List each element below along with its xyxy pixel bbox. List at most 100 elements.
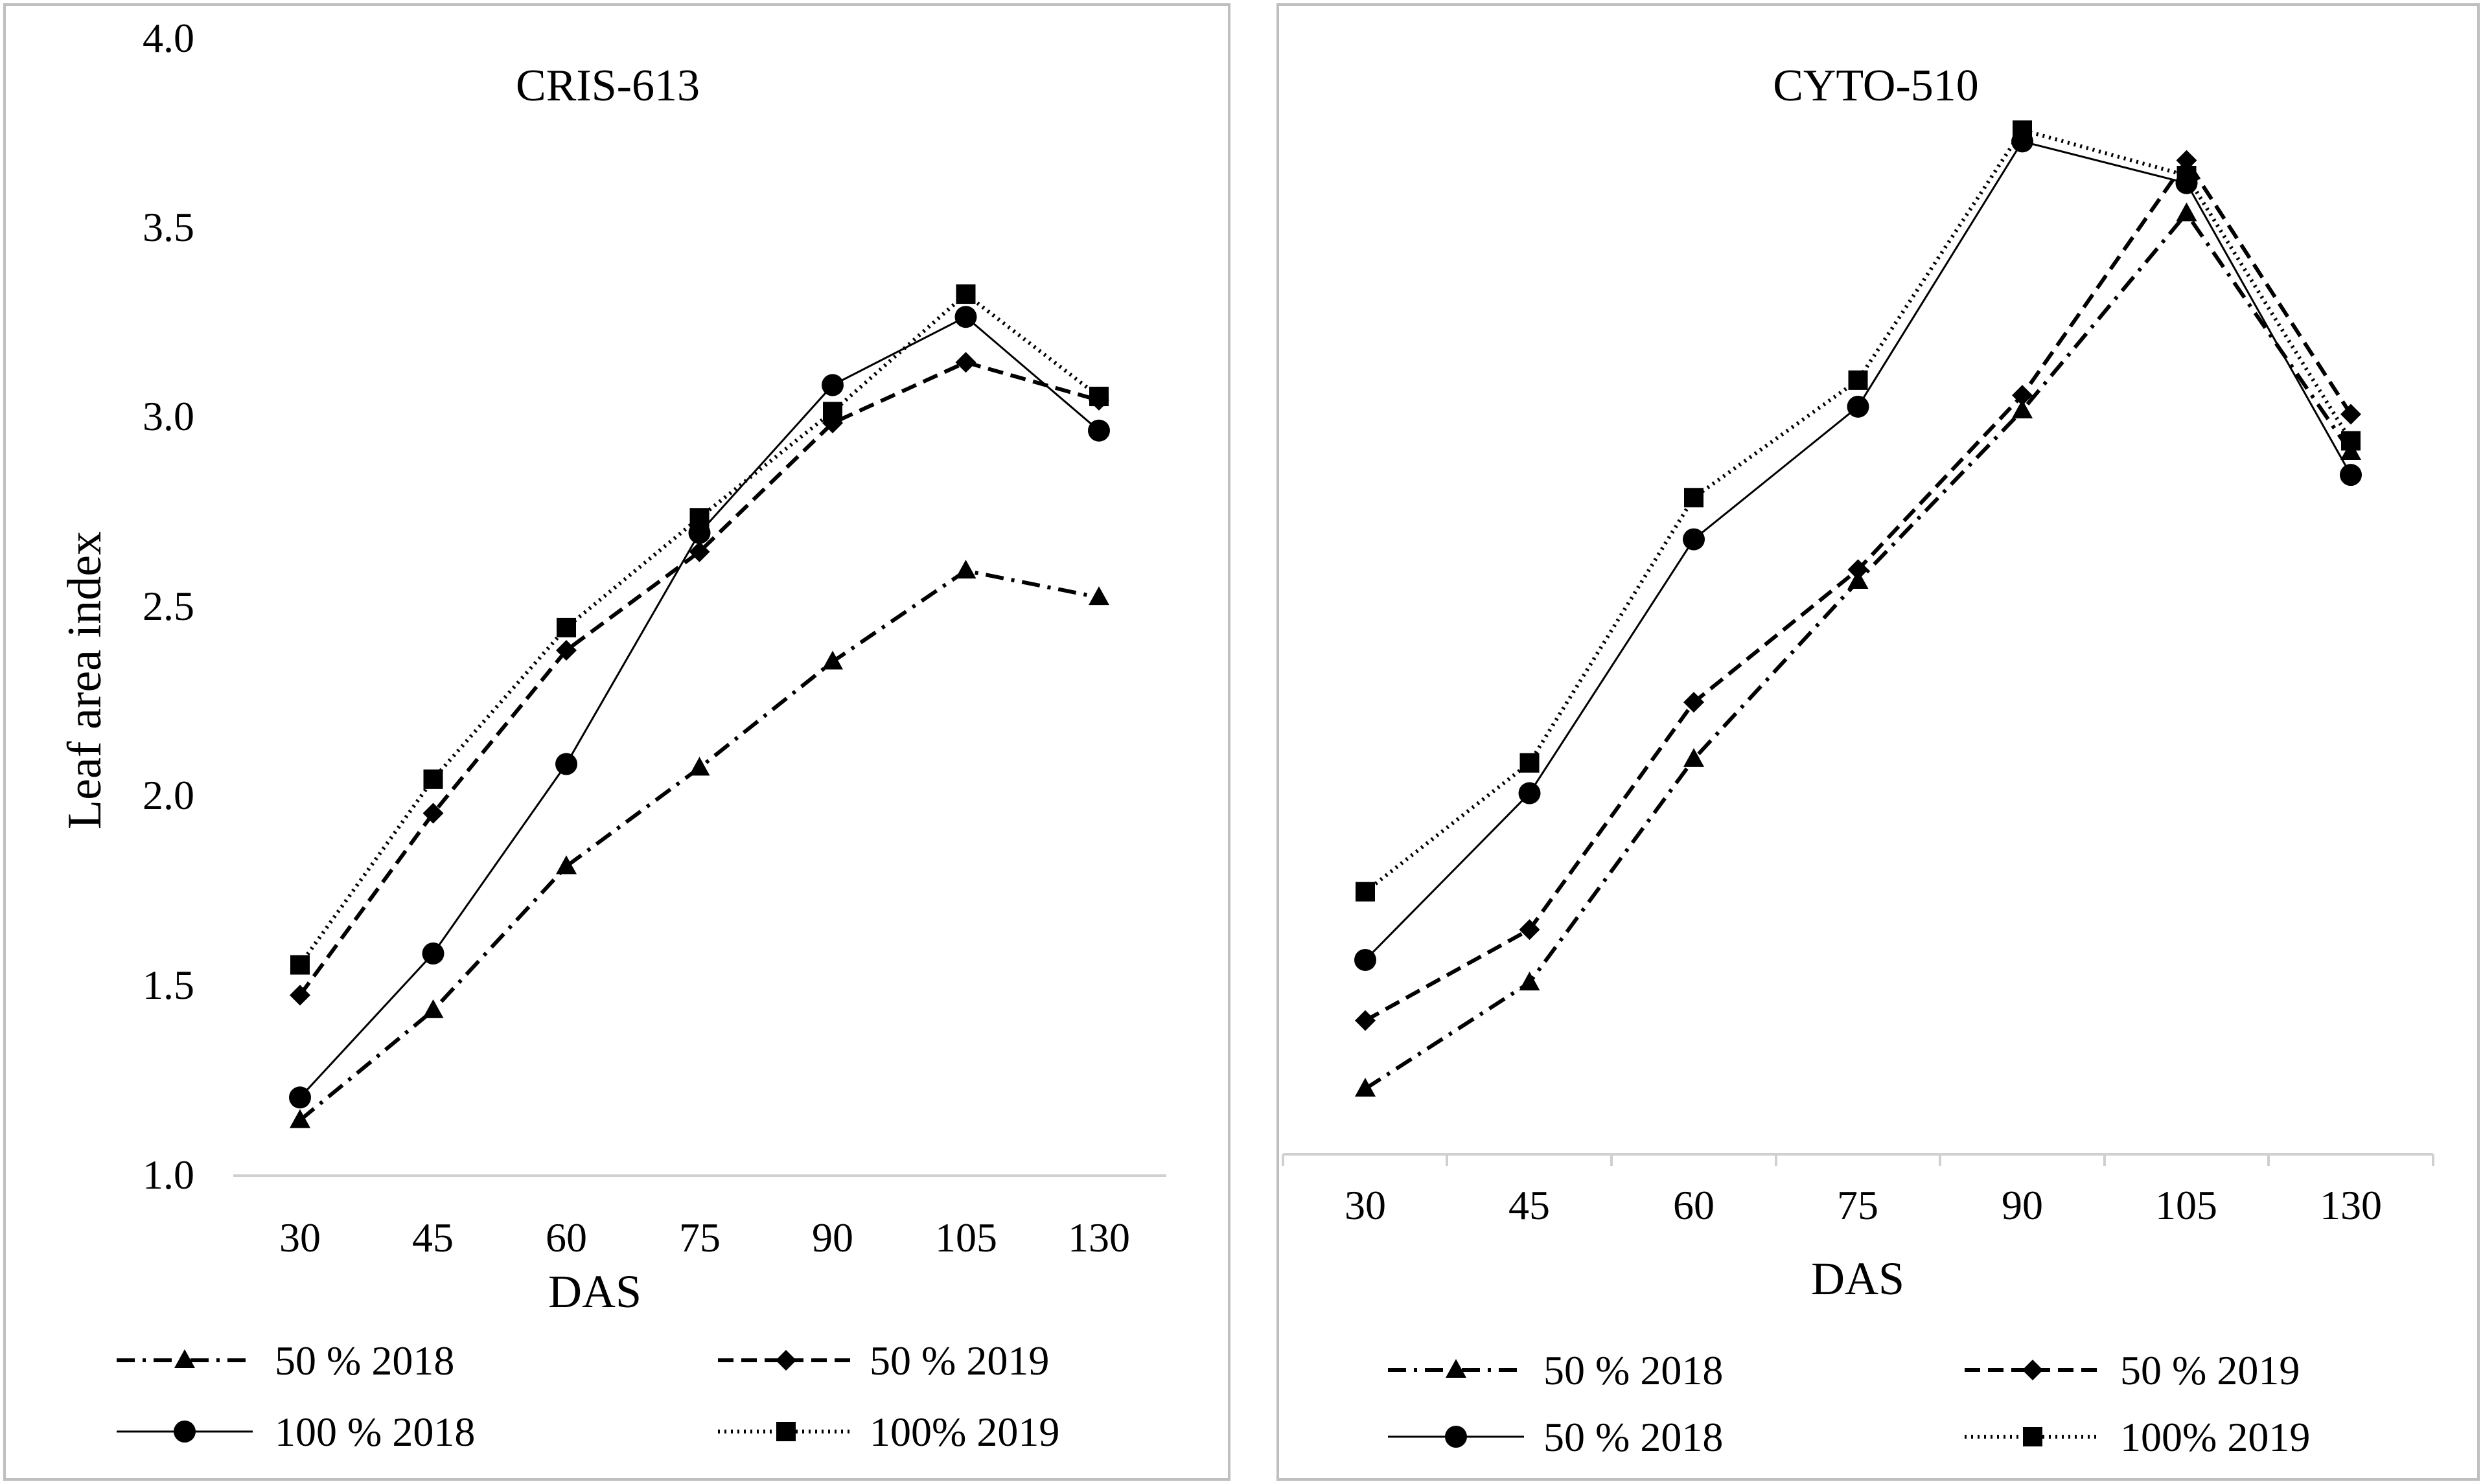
x-tick-label: 30	[1345, 1182, 1386, 1228]
data-point-triangle-130	[1089, 586, 1109, 606]
legend-label: 50 % 2019	[870, 1338, 1049, 1384]
legend-item-100-2019: 100% 2019	[1965, 1414, 2310, 1460]
x-tick-label: 60	[1673, 1182, 1715, 1228]
data-point-diamond-45	[422, 803, 444, 824]
data-point-square-105	[956, 284, 976, 304]
square-marker-icon	[776, 1422, 796, 1441]
x-tick-label: 90	[812, 1215, 853, 1261]
data-point-circle-105	[954, 306, 977, 328]
data-point-triangle-90	[2012, 399, 2033, 418]
x-axis-label: DAS	[548, 1266, 641, 1318]
legend-item-50-2019: 50 % 2019	[718, 1338, 1049, 1384]
x-tick-label: 45	[412, 1215, 454, 1261]
panel-cris-613: CRIS-613 Leaf area index 1.0 1.5 2.0 2.5…	[3, 3, 1230, 1481]
data-point-square-105	[2177, 166, 2197, 185]
legend-label: 50 % 2019	[2120, 1347, 2300, 1393]
chart-title: CRIS-613	[516, 61, 700, 111]
plot-area-cris-613	[289, 284, 1110, 1128]
data-point-square-90	[2013, 120, 2032, 140]
y-tick-label: 3.0	[143, 393, 194, 439]
x-tick-label: 75	[679, 1215, 721, 1261]
legend: 50 % 2018 50 % 2019 100 % 2018 100% 2019	[117, 1338, 1059, 1455]
data-point-circle-90	[822, 374, 844, 396]
data-point-triangle-30	[290, 1109, 310, 1128]
y-tick-label: 1.0	[143, 1152, 194, 1198]
x-tick-label: 60	[546, 1215, 587, 1261]
data-point-triangle-60	[1683, 748, 1704, 767]
data-point-triangle-105	[955, 560, 976, 579]
data-point-square-60	[1684, 488, 1703, 508]
plot-area-cyto-510	[1354, 120, 2362, 1097]
data-point-triangle-130	[2340, 441, 2361, 461]
data-point-circle-60	[1683, 528, 1705, 551]
data-point-square-90	[823, 402, 842, 422]
panel-border	[3, 3, 1230, 1481]
series-100-2018-circle	[289, 306, 1110, 1109]
x-tick-labels: 30 45 60 75 90 105 130	[1345, 1182, 2382, 1228]
data-point-diamond-90	[2012, 385, 2033, 406]
data-point-diamond-60	[556, 640, 577, 661]
series-50-2019-diamond	[290, 352, 1109, 1006]
data-point-diamond-30	[290, 985, 310, 1006]
x-tick-label: 90	[2002, 1182, 2043, 1228]
legend-label: 50 % 2018	[1543, 1414, 1723, 1460]
data-point-triangle-60	[556, 855, 577, 874]
data-point-triangle-45	[1519, 972, 1540, 991]
square-marker-icon	[2023, 1427, 2042, 1446]
legend-item-100-2019: 100% 2019	[718, 1409, 1059, 1455]
data-point-circle-30	[289, 1086, 311, 1109]
diamond-marker-icon	[2022, 1360, 2043, 1380]
diamond-marker-icon	[776, 1350, 796, 1371]
legend-item-50-2019: 50 % 2019	[1965, 1347, 2300, 1393]
panel-cyto-510: CYTO-510 30 45 60 75 90 105 130 DAS	[1276, 3, 2480, 1481]
legend-label: 50 % 2018	[275, 1338, 454, 1384]
x-tick-label: 105	[935, 1215, 997, 1261]
data-point-diamond-105	[955, 352, 976, 373]
y-tick-labels: 1.0 1.5 2.0 2.5 3.0 3.5 4.0	[143, 15, 194, 1198]
series-100-2019-square	[1356, 120, 2361, 902]
data-point-circle-45	[422, 942, 445, 965]
y-tick-label: 2.5	[143, 583, 194, 629]
data-point-triangle-75	[689, 757, 710, 776]
data-point-diamond-130	[2340, 404, 2361, 425]
data-point-square-45	[1519, 753, 1540, 773]
triangle-marker-icon	[174, 1349, 195, 1368]
data-point-circle-60	[555, 753, 577, 775]
data-point-square-75	[689, 508, 710, 528]
chart-title: CYTO-510	[1773, 61, 1979, 111]
circle-marker-icon	[1445, 1426, 1467, 1448]
series-50-2019-diamond	[1355, 150, 2361, 1031]
y-axis-label: Leaf area index	[58, 531, 111, 829]
data-point-square-130	[2341, 431, 2361, 451]
data-point-circle-130	[2340, 464, 2362, 486]
data-point-diamond-30	[1355, 1010, 1376, 1031]
legend-item-50-2018-circle: 50 % 2018	[1388, 1414, 1723, 1460]
data-point-square-130	[1089, 387, 1109, 407]
data-point-circle-130	[1088, 419, 1110, 442]
legend: 50 % 2018 50 % 2019 50 % 2018 100% 2019	[1388, 1347, 2310, 1460]
data-point-square-60	[557, 617, 576, 637]
circle-marker-icon	[174, 1421, 196, 1443]
data-point-square-30	[1356, 882, 1375, 902]
legend-label: 50 % 2018	[1543, 1347, 1723, 1393]
x-tick-marks	[1282, 1154, 2434, 1166]
x-tick-label: 45	[1508, 1182, 1550, 1228]
legend-item-50-2018: 50 % 2018	[1388, 1347, 1723, 1393]
data-point-square-30	[290, 955, 310, 975]
y-tick-label: 3.5	[143, 204, 194, 250]
x-tick-label: 130	[1068, 1215, 1130, 1261]
data-point-triangle-30	[1355, 1077, 1376, 1097]
y-tick-label: 2.0	[143, 772, 194, 818]
y-tick-label: 1.5	[143, 962, 194, 1008]
triangle-marker-icon	[1446, 1359, 1466, 1378]
x-axis-label: DAS	[1811, 1253, 1904, 1305]
data-point-square-45	[423, 769, 443, 789]
x-tick-label: 30	[279, 1215, 321, 1261]
x-tick-label: 75	[1837, 1182, 1878, 1228]
data-point-square-75	[1848, 370, 1868, 390]
x-tick-label: 105	[2155, 1182, 2217, 1228]
series-50-2018-triangle	[290, 560, 1109, 1128]
y-tick-label: 4.0	[143, 15, 194, 61]
data-point-triangle-45	[422, 999, 444, 1018]
